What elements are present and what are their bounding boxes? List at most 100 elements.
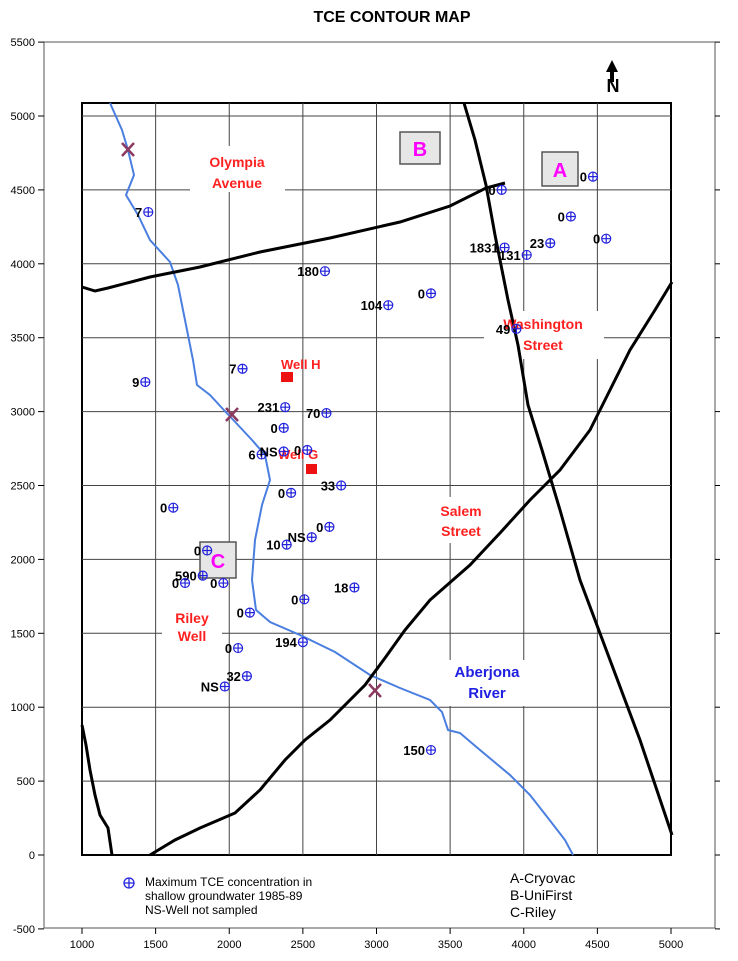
riley-label-bg — [162, 607, 222, 649]
washington-street-road — [462, 102, 674, 836]
well-crosshair — [299, 594, 309, 604]
well-value-label: 70 — [306, 406, 320, 421]
monitoring-well: 150 — [403, 743, 437, 758]
well-value-label: 9 — [132, 375, 139, 390]
monitoring-well: 0 — [237, 606, 255, 621]
site-box-b: B — [399, 131, 441, 165]
well-value-label: 0 — [418, 286, 425, 301]
river-label-bg — [440, 660, 532, 706]
monitoring-well: 0 — [558, 210, 576, 225]
washington-label-2: Street — [523, 337, 563, 353]
salem-label-bg — [426, 497, 494, 543]
north-letter: N — [607, 76, 620, 96]
key-line-c: C-Riley — [510, 904, 556, 920]
monitoring-well: 194 — [275, 635, 308, 650]
y-tick-label: 4500 — [11, 185, 35, 197]
monitoring-well: 7 — [229, 362, 248, 377]
monitoring-well: 180 — [297, 264, 331, 279]
monitoring-well: 70 — [306, 406, 332, 421]
well-value-label: 150 — [403, 743, 425, 758]
well-crosshair — [245, 608, 255, 618]
monitoring-well: 0 — [316, 520, 335, 535]
monitoring-well: 0 — [225, 641, 244, 656]
lower-left-road — [80, 724, 114, 856]
monitoring-well: 0 — [294, 443, 313, 458]
monitoring-well: 49 — [496, 322, 522, 337]
x-mark-1 — [121, 142, 135, 157]
key-line-a: A-Cryovac — [510, 870, 575, 886]
well-value-label: NS — [260, 445, 278, 460]
key-line-b: B-UniFirst — [510, 887, 572, 903]
well-value-label: 0 — [160, 501, 167, 516]
well-value-label: 180 — [297, 264, 319, 279]
riley-label-1: Riley — [175, 610, 209, 626]
well-value-label: NS — [201, 680, 219, 695]
well-crosshair — [220, 682, 230, 692]
well-crosshair — [257, 449, 267, 459]
washington-label-bg — [484, 311, 604, 359]
x-marks — [121, 142, 382, 698]
well-value-label: 0 — [294, 443, 301, 458]
x-tick-label: 2000 — [217, 939, 241, 951]
aberjona-label-1: Aberjona — [454, 664, 520, 681]
site-a-letter: A — [553, 160, 567, 182]
well-crosshair — [286, 488, 296, 498]
x-tick-label: 1000 — [70, 939, 94, 951]
x-tick-label: 4000 — [512, 939, 536, 951]
well-crosshair — [588, 172, 598, 182]
monitoring-well: 0 — [580, 170, 599, 185]
monitoring-well: 0 — [160, 501, 179, 516]
salem-label-2: Street — [441, 523, 481, 539]
x-tick-label: 3500 — [438, 939, 462, 951]
site-box-a: A — [541, 151, 579, 187]
monitoring-well: 0 — [270, 421, 289, 436]
well-value-label: 7 — [229, 362, 236, 377]
monitoring-well: 33 — [321, 479, 347, 494]
riley-label-2: Well — [178, 628, 207, 644]
monitoring-well: 0 — [488, 183, 507, 198]
monitoring-well: 590 — [175, 569, 208, 584]
monitoring-well: 0 — [194, 544, 213, 559]
x-tick-label: 4500 — [585, 939, 609, 951]
well-crosshair — [500, 243, 510, 253]
x-tick-label: 2500 — [291, 939, 315, 951]
well-crosshair — [324, 522, 334, 532]
monitoring-well: 32 — [226, 669, 253, 684]
monitoring-well: 10 — [266, 538, 292, 553]
well-value-label: 194 — [275, 635, 297, 650]
well-value-label: 23 — [530, 236, 544, 251]
y-tick-label: 3500 — [11, 333, 35, 345]
well-value-label: 0 — [488, 183, 495, 198]
y-tick-label: 2500 — [11, 481, 35, 493]
olympia-label-bg — [190, 146, 285, 192]
monitoring-well: 131 — [499, 248, 532, 263]
well-value-label: 0 — [558, 210, 565, 225]
well-value-label: 0 — [291, 592, 298, 607]
site-box-c: C — [199, 541, 237, 579]
x-mark-3 — [368, 683, 382, 698]
well-value-label: 0 — [316, 520, 323, 535]
well-crosshair — [282, 540, 292, 550]
monitoring-well: 0 — [418, 286, 437, 301]
legend: Maximum TCE concentration in shallow gro… — [123, 870, 575, 920]
well-crosshair — [511, 324, 521, 334]
olympia-avenue-road — [81, 181, 506, 293]
y-tick-label: -500 — [13, 924, 35, 936]
monitoring-well: 7 — [135, 205, 154, 220]
y-tick-label: 5500 — [11, 37, 35, 49]
well-crosshair — [336, 481, 346, 490]
well-crosshair — [307, 532, 317, 542]
well-crosshair — [383, 300, 393, 310]
well-crosshair — [302, 445, 312, 455]
well-value-label: 590 — [175, 569, 197, 584]
well-crosshair — [497, 185, 507, 195]
well-value-label: 6 — [248, 447, 255, 462]
well-crosshair — [279, 423, 289, 433]
monitoring-well: 104 — [361, 298, 394, 313]
well-crosshair — [321, 408, 331, 418]
well-value-label: 0 — [278, 486, 285, 501]
y-tick-label: 1500 — [11, 628, 35, 640]
legend-line-1: Maximum TCE concentration in — [145, 875, 312, 889]
